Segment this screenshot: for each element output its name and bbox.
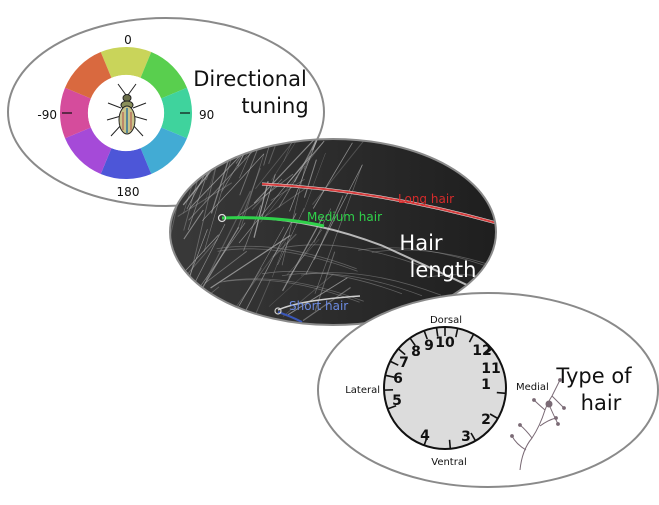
- angle-label-180: 180: [117, 185, 140, 199]
- dial-number-5: 5: [392, 393, 402, 409]
- dial-number-11: 11: [481, 361, 500, 377]
- dial-number-7: 7: [399, 355, 409, 371]
- dial-number-12: 12: [472, 343, 491, 359]
- type-of-hair-heading-line2: hair: [581, 391, 622, 415]
- lateral-label: Lateral: [345, 385, 380, 396]
- type-of-hair-panel: 1 2 3 4 5 6 7 8 9 10 11 12 Dorsal Ventra…: [318, 293, 658, 487]
- directional-heading-line2: tuning: [241, 94, 308, 118]
- short-hair-label: Short hair: [289, 299, 348, 313]
- hair-length-heading-line1: Hair: [399, 231, 442, 255]
- medial-label: Medial: [516, 382, 549, 393]
- dial-number-2: 2: [481, 412, 491, 428]
- dial-tick: [450, 440, 451, 449]
- dial-tick: [497, 393, 506, 394]
- ventral-label: Ventral: [431, 457, 467, 468]
- dial-number-9: 9: [424, 338, 434, 354]
- micrograph-fiber: [182, 287, 219, 317]
- medium-hair-label: Medium hair: [307, 210, 382, 224]
- dorsal-label: Dorsal: [430, 315, 462, 326]
- dial-number-10: 10: [435, 335, 455, 351]
- type-of-hair-heading-line1: Type of: [555, 364, 632, 388]
- dial-number-6: 6: [393, 371, 403, 387]
- dial-number-1: 1: [481, 377, 491, 393]
- hair-length-heading-line2: length: [410, 258, 477, 282]
- dial-number-4: 4: [420, 428, 430, 444]
- angle-label-90: 90: [199, 108, 214, 122]
- directional-heading-line1: Directional: [193, 67, 307, 91]
- angle-label-0: 0: [124, 33, 132, 47]
- dial-number-8: 8: [411, 344, 421, 360]
- dial-number-3: 3: [461, 429, 471, 445]
- angle-label-minus90: -90: [37, 108, 57, 122]
- long-hair-label: Long hair: [398, 192, 454, 206]
